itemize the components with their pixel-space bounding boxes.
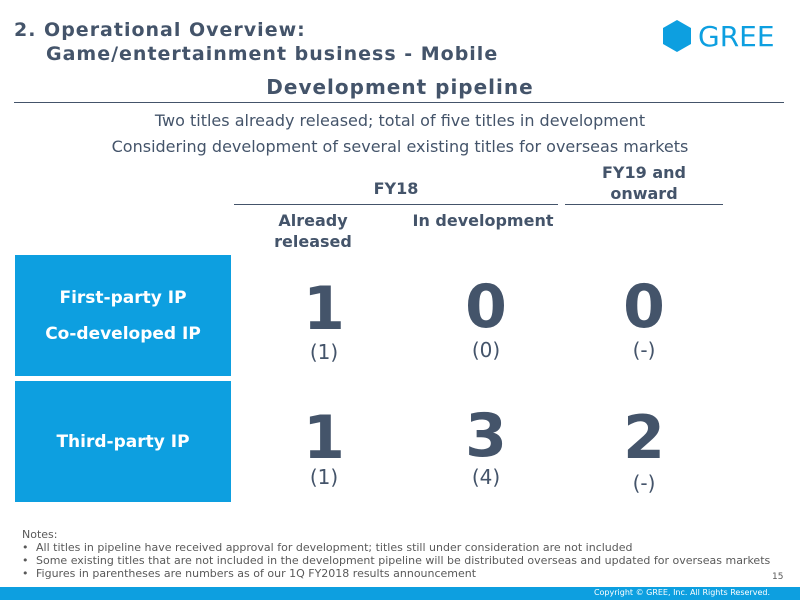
page-number: 15 [772,572,784,582]
value-row2-released: 1 [303,403,345,473]
prev-row2-fy19: (-) [632,471,656,495]
column-header-released: Already released [274,211,352,251]
title-divider [14,102,784,103]
fy19-underline [565,204,723,205]
prev-row1-in-development: (0) [471,338,501,362]
column-header-in-development: In development [412,211,554,230]
copyright: Copyright © GREE, Inc. All Rights Reserv… [593,588,770,597]
subtitle-line-2: Considering development of several exist… [111,137,689,156]
value-row1-fy19: 0 [623,272,665,342]
note-item: Some existing titles that are not includ… [22,554,770,567]
label-co-developed-ip: Co-developed IP [45,323,201,344]
prev-row2-released: (1) [309,465,339,489]
hexagon-logo-icon [663,20,691,52]
row-label-third-party: Third-party IP [15,381,231,502]
column-header-fy18: FY18 [373,179,419,198]
column-header-fy19: FY19 and onward [602,163,686,203]
prev-row1-fy19: (-) [632,338,656,362]
label-first-party-ip: First-party IP [59,287,187,308]
value-row2-fy19: 2 [623,403,665,473]
logo-wordmark: GREE [698,19,775,53]
note-item: Figures in parentheses are numbers as of… [22,567,770,580]
section-title: Development pipeline [266,75,534,99]
notes: Notes: All titles in pipeline have recei… [22,528,770,580]
value-row1-in-development: 0 [465,272,507,342]
gree-logo: GREE [662,19,775,53]
prev-row1-released: (1) [309,340,339,364]
slide-title-line-1: 2. Operational Overview: [14,19,306,41]
value-row1-released: 1 [303,274,345,344]
note-item: All titles in pipeline have received app… [22,541,770,554]
footer-bar: Copyright © GREE, Inc. All Rights Reserv… [0,587,800,600]
value-row2-in-development: 3 [465,401,507,471]
label-third-party-ip: Third-party IP [56,431,190,452]
fy18-underline [234,204,558,205]
slide-title-line-2: Game/entertainment business - Mobile [46,43,499,65]
notes-heading: Notes: [22,528,58,541]
row-label-first-party: First-party IP Co-developed IP [15,255,231,376]
subtitle-line-1: Two titles already released; total of fi… [154,111,646,130]
prev-row2-in-development: (4) [471,465,501,489]
slide-title: 2. Operational Overview: Game/entertainm… [14,18,498,66]
